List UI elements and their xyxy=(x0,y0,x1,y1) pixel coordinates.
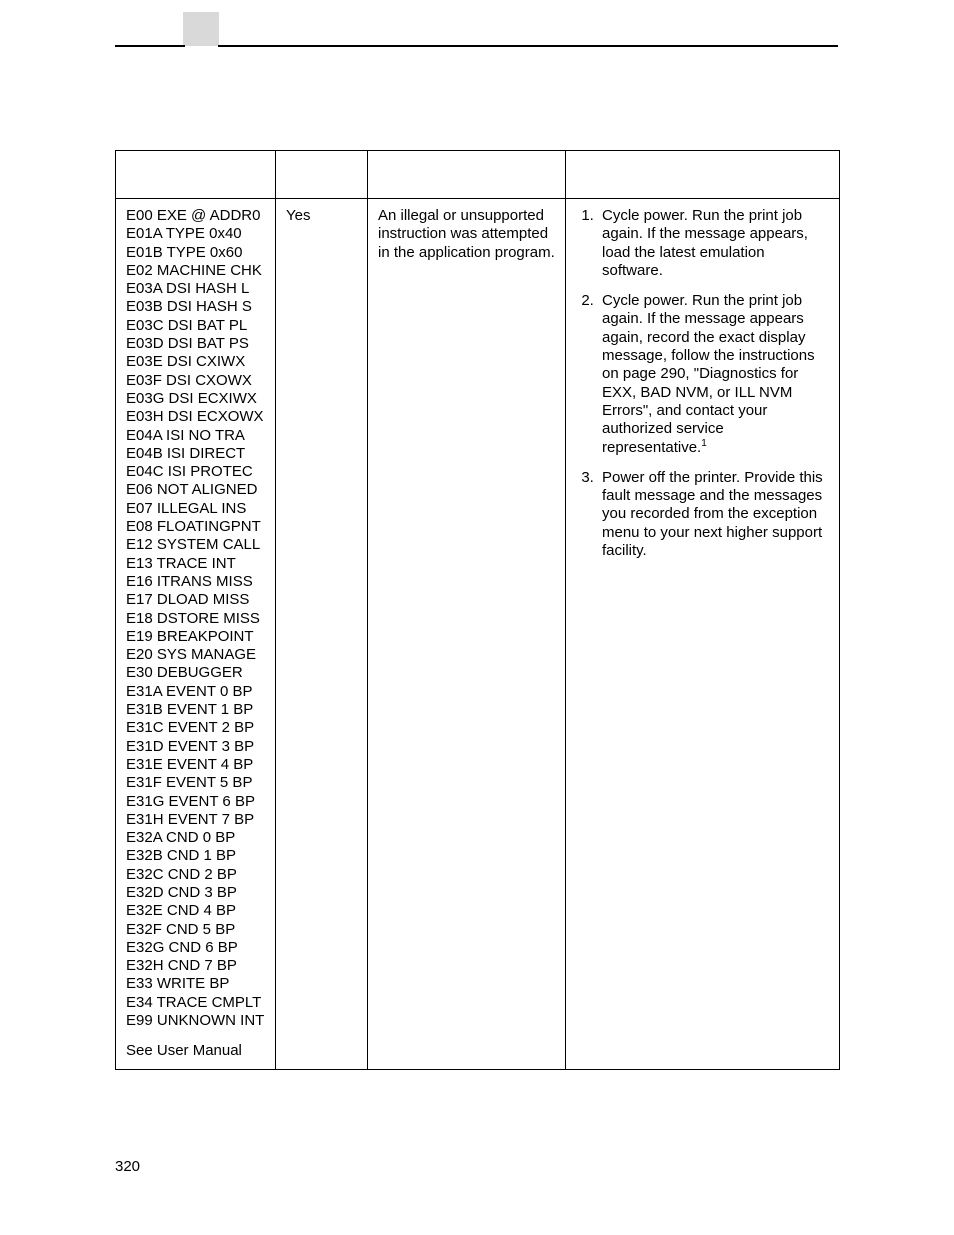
error-code-line: E03H DSI ECXOWX xyxy=(126,408,265,426)
error-code-line: E03F DSI CXOWX xyxy=(126,372,265,390)
header-rule-right xyxy=(218,45,838,47)
error-code-line: E03A DSI HASH L xyxy=(126,280,265,298)
error-code-line: E17 DLOAD MISS xyxy=(126,591,265,609)
error-code-line: E20 SYS MANAGE xyxy=(126,646,265,664)
step-2-footnote: 1 xyxy=(701,438,707,449)
header-cell-4 xyxy=(566,151,840,199)
error-code-line: E99 UNKNOWN INT xyxy=(126,1012,265,1030)
error-code-line: E02 MACHINE CHK xyxy=(126,262,265,280)
error-code-line: E31H EVENT 7 BP xyxy=(126,811,265,829)
page-number: 320 xyxy=(115,1158,140,1175)
error-code-line: E12 SYSTEM CALL xyxy=(126,536,265,554)
error-code-line: E00 EXE @ ADDR0 xyxy=(126,207,265,225)
step-1: Cycle power. Run the print job again. If… xyxy=(598,207,829,280)
error-code-line: E32H CND 7 BP xyxy=(126,957,265,975)
error-table: E00 EXE @ ADDR0E01A TYPE 0x40E01B TYPE 0… xyxy=(115,150,840,1070)
see-user-manual: See User Manual xyxy=(126,1042,242,1060)
error-code-line: E31B EVENT 1 BP xyxy=(126,701,265,719)
error-code-line: E32F CND 5 BP xyxy=(126,921,265,939)
error-code-line: E34 TRACE CMPLT xyxy=(126,994,265,1012)
error-code-line: E30 DEBUGGER xyxy=(126,664,265,682)
error-code-line: E33 WRITE BP xyxy=(126,975,265,993)
error-code-line: E13 TRACE INT xyxy=(126,555,265,573)
error-code-line: E31D EVENT 3 BP xyxy=(126,738,265,756)
header-cell-3 xyxy=(368,151,566,199)
step-1-text: Cycle power. Run the print job again. If… xyxy=(602,207,808,279)
cell-solution: Cycle power. Run the print job again. If… xyxy=(566,199,840,1070)
error-code-line: E03E DSI CXIWX xyxy=(126,353,265,371)
step-2-text: Cycle power. Run the print job again. If… xyxy=(602,292,815,455)
error-code-line: E32B CND 1 BP xyxy=(126,847,265,865)
error-code-line: E08 FLOATINGPNT xyxy=(126,518,265,536)
error-code-line: E31A EVENT 0 BP xyxy=(126,683,265,701)
error-code-line: E04C ISI PROTEC xyxy=(126,463,265,481)
error-code-line: E32A CND 0 BP xyxy=(126,829,265,847)
error-code-line: E31C EVENT 2 BP xyxy=(126,719,265,737)
error-code-line: E01B TYPE 0x60 xyxy=(126,244,265,262)
step-2: Cycle power. Run the print job again. If… xyxy=(598,292,829,457)
step-3-text: Power off the printer. Provide this faul… xyxy=(602,469,823,559)
error-code-line: E03D DSI BAT PS xyxy=(126,335,265,353)
error-code-line: E32E CND 4 BP xyxy=(126,902,265,920)
error-code-line: E18 DSTORE MISS xyxy=(126,610,265,628)
header-rule-left xyxy=(115,45,185,47)
error-code-line: E32G CND 6 BP xyxy=(126,939,265,957)
error-code-line: E32D CND 3 BP xyxy=(126,884,265,902)
error-code-line: E01A TYPE 0x40 xyxy=(126,225,265,243)
error-code-line: E06 NOT ALIGNED xyxy=(126,481,265,499)
error-code-line: E31E EVENT 4 BP xyxy=(126,756,265,774)
solution-steps: Cycle power. Run the print job again. If… xyxy=(576,207,829,560)
error-code-line: E03C DSI BAT PL xyxy=(126,317,265,335)
error-code-line: E32C CND 2 BP xyxy=(126,866,265,884)
error-code-line: E31F EVENT 5 BP xyxy=(126,774,265,792)
error-code-line: E31G EVENT 6 BP xyxy=(126,793,265,811)
error-code-line: E19 BREAKPOINT xyxy=(126,628,265,646)
cell-error-codes: E00 EXE @ ADDR0E01A TYPE 0x40E01B TYPE 0… xyxy=(116,199,276,1070)
error-code-line: E04B ISI DIRECT xyxy=(126,445,265,463)
yes-value: Yes xyxy=(286,207,310,224)
explanation-text: An illegal or unsupported instruction wa… xyxy=(378,207,555,261)
error-code-line: E03G DSI ECXIWX xyxy=(126,390,265,408)
cell-can-clear: Yes xyxy=(276,199,368,1070)
cell-explanation: An illegal or unsupported instruction wa… xyxy=(368,199,566,1070)
error-code-line: E03B DSI HASH S xyxy=(126,298,265,316)
step-3: Power off the printer. Provide this faul… xyxy=(598,469,829,560)
header-cell-2 xyxy=(276,151,368,199)
error-code-line: E04A ISI NO TRA xyxy=(126,427,265,445)
error-code-line: E07 ILLEGAL INS xyxy=(126,500,265,518)
chapter-tab xyxy=(183,12,219,46)
header-cell-1 xyxy=(116,151,276,199)
error-code-line: E16 ITRANS MISS xyxy=(126,573,265,591)
